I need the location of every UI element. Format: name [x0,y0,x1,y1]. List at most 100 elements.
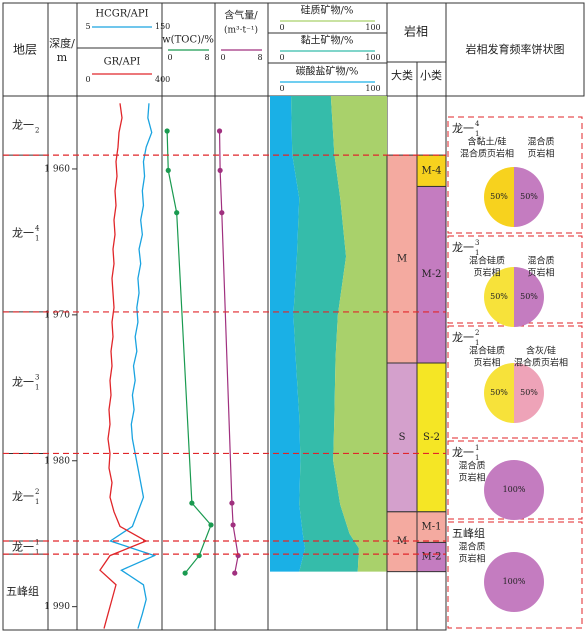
pie-value-label: 50% [490,192,508,201]
strata-sub: 1 [35,498,39,506]
pie-slice [514,363,544,423]
strata-sup: 4 [475,120,480,128]
pie-slice-name: 混合质 [458,460,485,472]
strata-name: 龙一 [452,122,474,135]
gas-point [219,210,225,216]
strata-sub: 1 [475,130,479,138]
toc-title: w(TOC)/% [162,35,214,46]
hcgr-lim: 5 [85,22,90,31]
facies-major [386,511,418,573]
strata-sup: 2 [475,329,479,337]
depth-tick-label: 1 990 [44,602,70,612]
pie-slice [514,267,544,327]
pie-slice-name: 混合质 [458,541,485,553]
pie-slice [484,552,544,612]
pie-box [447,440,583,520]
strata-name: 龙一 [12,376,34,389]
strata-name: 五峰组 [6,584,39,598]
mineral-lim: 0 [279,53,284,62]
pie-slice-name: 页岩相 [473,267,500,279]
pie-box [447,325,583,439]
pie-value-label: 100% [503,577,526,586]
facies-label: S [399,432,406,443]
strata-name: 龙一 [12,541,34,554]
pie-slice-name: 页岩相 [527,148,554,160]
depth-tick-label: 1 980 [44,456,70,466]
pie-slice-name: 混合硅质 [469,345,505,357]
gr-lim: 400 [155,75,170,84]
mineral-lim: 0 [279,23,284,32]
depth-tick-label: 1 970 [44,310,70,320]
gas-point [216,128,223,134]
pie-slice [484,267,514,327]
pie-value-label: 100% [503,485,526,494]
facies-major-header: 大类 [391,68,413,82]
mineral-area [330,96,387,572]
facies-minor [416,362,447,513]
gas-point [230,522,236,528]
pie-slice [484,363,514,423]
pie-value-label: 50% [490,292,508,301]
mineral-area [270,96,306,572]
mineral-title: 碳酸盐矿物/% [296,65,359,78]
strata-name: 龙一 [452,446,474,459]
facies-minor [416,511,447,543]
pie-slice-name: 混合质 [527,136,554,148]
strata-sub: 1 [475,249,479,257]
pie-slice-name: 含黏土/硅 [467,136,506,148]
gas-curve [218,131,239,574]
pie-box [447,116,583,234]
toc-point [189,500,195,506]
facies-label: M [397,536,407,547]
strata-sub: 1 [475,454,479,462]
facies-label: M-4 [422,165,442,176]
strata-sub: 1 [35,549,39,557]
facies-minor [416,541,447,573]
strata-sup: 2 [35,488,39,496]
mineral-lim: 0 [279,84,284,93]
toc-point [208,522,214,528]
mineral-title: 黏土矿物/% [301,34,354,47]
strata-sub: 1 [35,384,39,392]
toc-lim: 8 [204,53,209,62]
toc-point [164,128,170,134]
gr-curve [99,103,148,629]
hcgr-title: HCGR/API [95,9,148,20]
strata-header: 地层 [13,43,37,57]
gr-title: GR/API [104,57,141,68]
hcgr-lim: 150 [155,22,170,31]
pie-value-label: 50% [520,192,538,201]
pie-slice [484,167,514,227]
strata-name: 龙一 [452,331,474,344]
pie-value-label: 50% [520,292,538,301]
pie-slice-name: 页岩相 [473,357,500,369]
strata-sup: 4 [35,225,40,233]
pie-boxes [447,116,583,629]
pie-header: 岩相发育频率饼状图 [466,42,565,56]
facies-header: 岩相 [404,24,428,39]
mineral-lim: 100 [365,84,380,93]
facies-label: M [397,254,407,265]
mineral-lim: 100 [365,23,380,32]
toc-curve [166,130,212,574]
strata-sub: 1 [35,235,39,243]
facies-minor [416,154,447,187]
strata-name: 龙一 [12,490,34,503]
gas-point [229,500,235,506]
toc-point [174,210,180,216]
hcgr-curve [108,103,157,629]
pie-slice-name: 混合硅质 [469,255,505,267]
depth-tick-label: 1 960 [44,164,70,174]
pie-slice-name: 混合质页岩相 [460,148,514,160]
toc-point [182,570,188,576]
facies-minor-header: 小类 [420,68,442,82]
gas-point [232,570,238,576]
pie-slice-name: 页岩相 [458,472,485,484]
pie-value-label: 50% [490,388,508,397]
pie-value-label: 50% [520,388,538,397]
strata-sup: 1 [35,539,39,547]
pie-slice-name: 页岩相 [458,553,485,565]
facies-label: M-2 [422,552,442,563]
strata-sub: 2 [35,127,39,135]
pie-slice [514,167,544,227]
